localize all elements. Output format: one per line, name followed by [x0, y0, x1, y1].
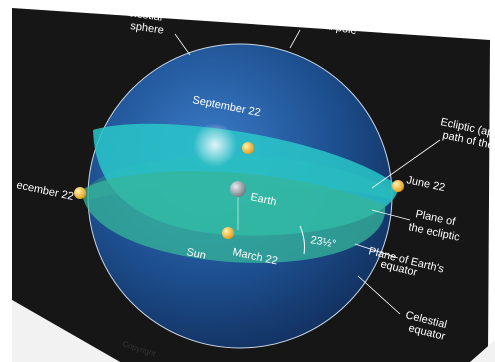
leader-plane-ecliptic — [371, 209, 411, 221]
label-angle: 23½° — [309, 234, 337, 250]
paper-corner-right — [470, 340, 495, 362]
label-celestial-sphere-1: elestial — [128, 7, 164, 24]
leader-celestial-sphere — [174, 33, 191, 56]
light-glow — [193, 123, 237, 167]
leader-north-pole — [289, 29, 301, 49]
earth — [230, 181, 246, 197]
equator-plane — [82, 171, 386, 263]
leader-celestial-equator — [357, 275, 401, 315]
sun-marker-december — [74, 187, 86, 199]
angle-arc — [299, 225, 305, 255]
label-earth: Earth — [249, 191, 277, 208]
paper-corner — [12, 300, 120, 362]
sun-marker-september — [242, 142, 254, 154]
leader-plane-equator — [354, 243, 399, 259]
leader-ecliptic — [371, 139, 441, 189]
sun-marker-june — [392, 180, 404, 192]
label-sun: Sun — [185, 246, 207, 262]
label-celestial-sphere-2: sphere — [130, 20, 165, 37]
sun-marker-march — [222, 227, 234, 239]
